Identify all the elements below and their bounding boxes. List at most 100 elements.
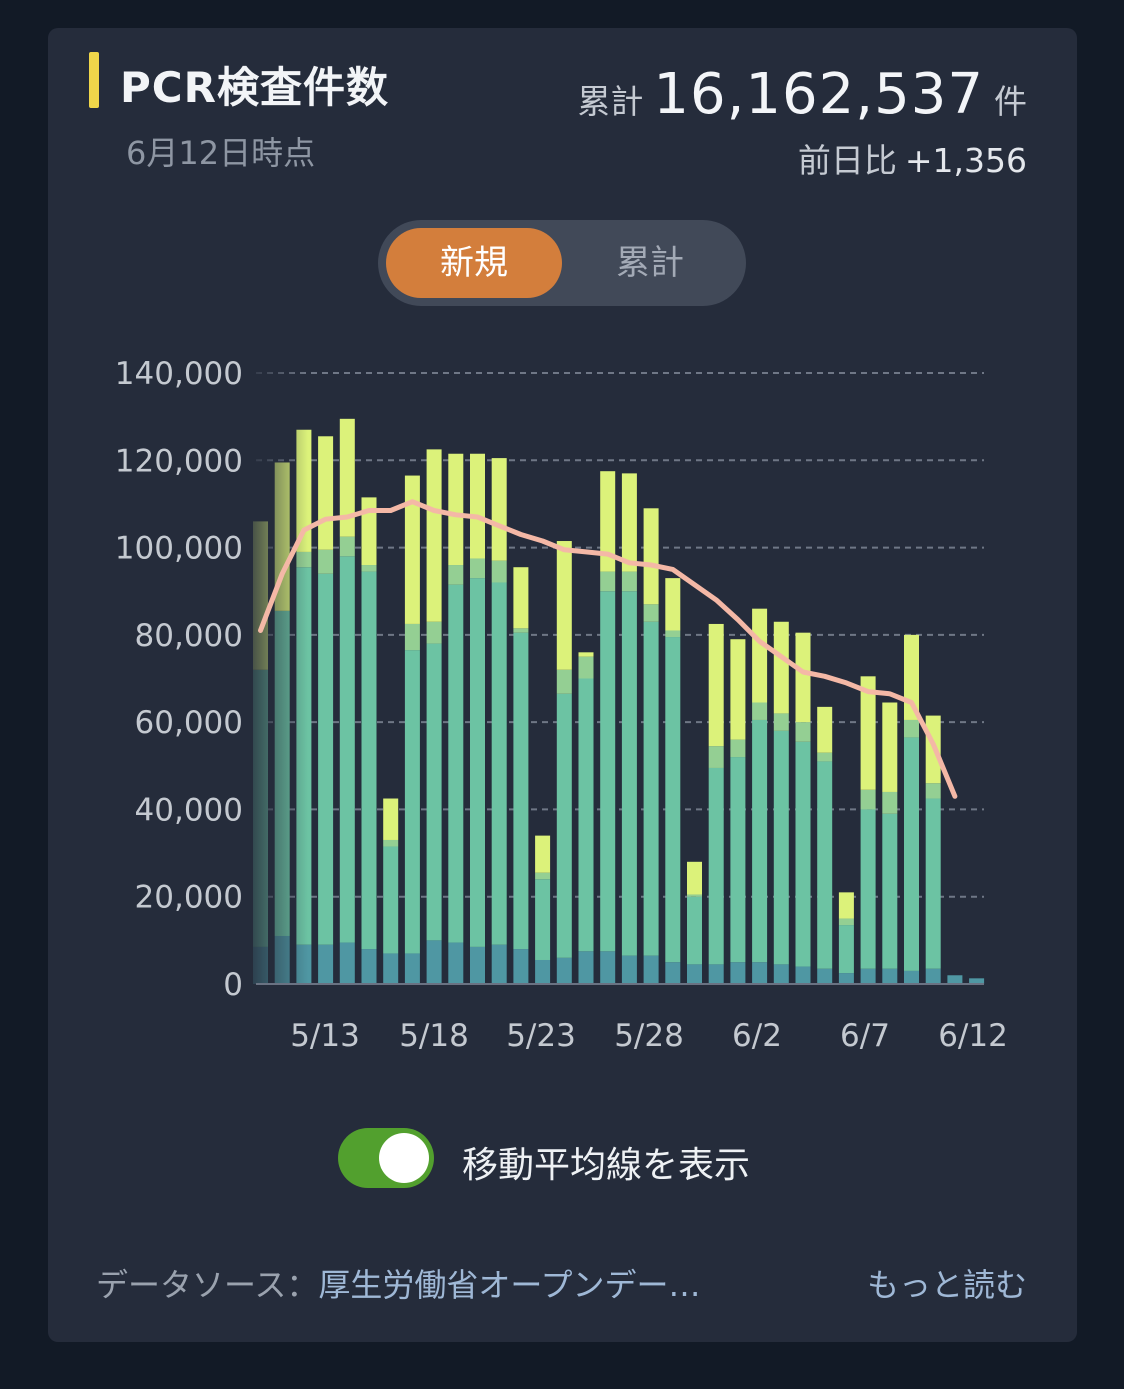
x-tick-label: 5/18 — [399, 1018, 469, 1054]
y-tick-label: 100,000 — [115, 531, 243, 567]
bar-segment-band — [817, 752, 833, 762]
bar-segment-top — [773, 621, 789, 714]
moving-average-toggle-label: 移動平均線を表示 — [462, 1145, 751, 1186]
x-tick-label: 5/23 — [506, 1018, 576, 1054]
bar-segment-band — [448, 565, 464, 585]
y-tick-label: 0 — [223, 967, 243, 1003]
bar-5/15 — [361, 497, 377, 984]
bar-5/31 — [708, 623, 724, 984]
bar-5/17 — [404, 475, 420, 984]
bar-segment-middle — [882, 813, 898, 969]
bar-segment-middle — [752, 719, 768, 963]
bar-segment-band — [404, 623, 420, 651]
bar-segment-band — [925, 783, 941, 799]
bar-segment-bottom — [578, 951, 594, 984]
bar-segment-middle — [665, 637, 681, 963]
bar-5/26 — [600, 471, 616, 984]
bar-segment-top — [404, 475, 420, 624]
bar-segment-bottom — [383, 953, 399, 984]
bar-segment-top — [491, 458, 507, 561]
data-source-link[interactable]: 厚生労働省オープンデー… — [318, 1266, 701, 1304]
bar-6/4 — [795, 632, 811, 984]
bar-segment-top — [752, 608, 768, 703]
bar-segment-bottom — [470, 946, 485, 984]
bar-segment-bottom — [838, 973, 854, 984]
bar-segment-bottom — [513, 949, 529, 984]
bar-segment-top — [339, 418, 355, 537]
bar-segment-bottom — [708, 964, 724, 984]
bar-segment-bottom — [665, 962, 681, 984]
data-source-label: データソース： — [96, 1266, 319, 1304]
bar-segment-band — [339, 536, 355, 557]
bar-segment-band — [752, 702, 768, 720]
moving-average-line — [258, 499, 958, 799]
toggle-knob — [379, 1133, 429, 1183]
bar-segment-middle — [513, 632, 529, 950]
bar-segment-band — [361, 565, 377, 572]
x-axis-labels: 5/13 5/18 5/23 5/28 6/2 6/7 6/12 — [290, 1018, 1008, 1054]
bar-6/3 — [773, 621, 789, 984]
bar-6/10 — [925, 715, 941, 984]
bar-segment-band — [621, 571, 637, 592]
bar-segment-top — [621, 473, 637, 572]
bar-segment-band — [426, 621, 442, 644]
total-label: 累計 — [577, 82, 644, 121]
bar-segment-top — [535, 835, 551, 873]
bar-segment-top — [600, 471, 616, 572]
bar-segment-bottom — [817, 968, 833, 984]
bar-segment-top — [361, 497, 377, 566]
bar-series — [253, 418, 985, 984]
bar-segment-top — [860, 676, 876, 790]
bar-segment-band — [491, 560, 507, 583]
y-tick-label: 20,000 — [135, 880, 243, 916]
bar-6/9 — [904, 634, 919, 984]
bar-5/30 — [687, 861, 702, 984]
bar-5/21 — [491, 458, 507, 984]
bar-segment-bottom — [621, 955, 637, 984]
read-more-link[interactable]: もっと読む — [866, 1266, 1027, 1304]
bar-6/12 — [969, 978, 985, 984]
bar-segment-middle — [773, 730, 789, 965]
bar-6/1 — [730, 639, 746, 984]
bar-segment-band — [318, 549, 334, 574]
x-tick-label: 6/2 — [732, 1018, 782, 1054]
bar-segment-bottom — [904, 970, 919, 984]
bar-segment-middle — [925, 798, 941, 969]
bar-5/20 — [470, 453, 485, 984]
pcr-card: PCR検査件数 6月12日時点 累計 16,162,537 件 前日比 +1,356 … — [48, 28, 1077, 1342]
bar-5/23 — [535, 835, 551, 984]
bar-segment-bottom — [795, 966, 811, 984]
bar-segment-middle — [600, 591, 616, 952]
mode-segmented-control: 新規 累計 — [378, 220, 746, 306]
bar-segment-middle — [795, 741, 811, 967]
y-tick-label: 120,000 — [115, 443, 243, 479]
x-tick-label: 6/7 — [840, 1018, 890, 1054]
bar-segment-middle — [708, 767, 724, 965]
bar-segment-top — [470, 453, 485, 559]
bar-5/16 — [383, 798, 399, 984]
x-tick-label: 5/13 — [290, 1018, 360, 1054]
bar-segment-bottom — [600, 951, 616, 984]
bar-segment-middle — [817, 761, 833, 969]
bar-segment-bottom — [925, 968, 941, 984]
bar-segment-middle — [904, 737, 919, 971]
bar-segment-bottom — [491, 944, 507, 984]
bar-segment-top — [643, 508, 659, 605]
bar-segment-bottom — [687, 964, 702, 984]
pcr-bar-chart: 0 20,000 40,000 60,000 80,000 100,000 120,000 1… — [115, 328, 1008, 1054]
y-tick-label: 60,000 — [135, 705, 243, 741]
bar-segment-bottom — [882, 968, 898, 984]
bar-segment-top — [730, 639, 746, 740]
bar-segment-band — [578, 656, 594, 679]
bar-segment-middle — [838, 925, 854, 974]
bar-segment-middle — [556, 693, 572, 958]
bar-segment-band — [838, 918, 854, 926]
tab-cumulative[interactable]: 累計 — [616, 243, 684, 283]
moving-average-toggle[interactable] — [338, 1128, 434, 1188]
bar-segment-top — [383, 798, 399, 840]
bar-segment-bottom — [752, 962, 768, 984]
bar-5/14 — [339, 418, 355, 984]
tab-new[interactable]: 新規 — [386, 228, 562, 298]
bar-segment-band — [773, 713, 789, 731]
total-unit: 件 — [994, 82, 1027, 121]
